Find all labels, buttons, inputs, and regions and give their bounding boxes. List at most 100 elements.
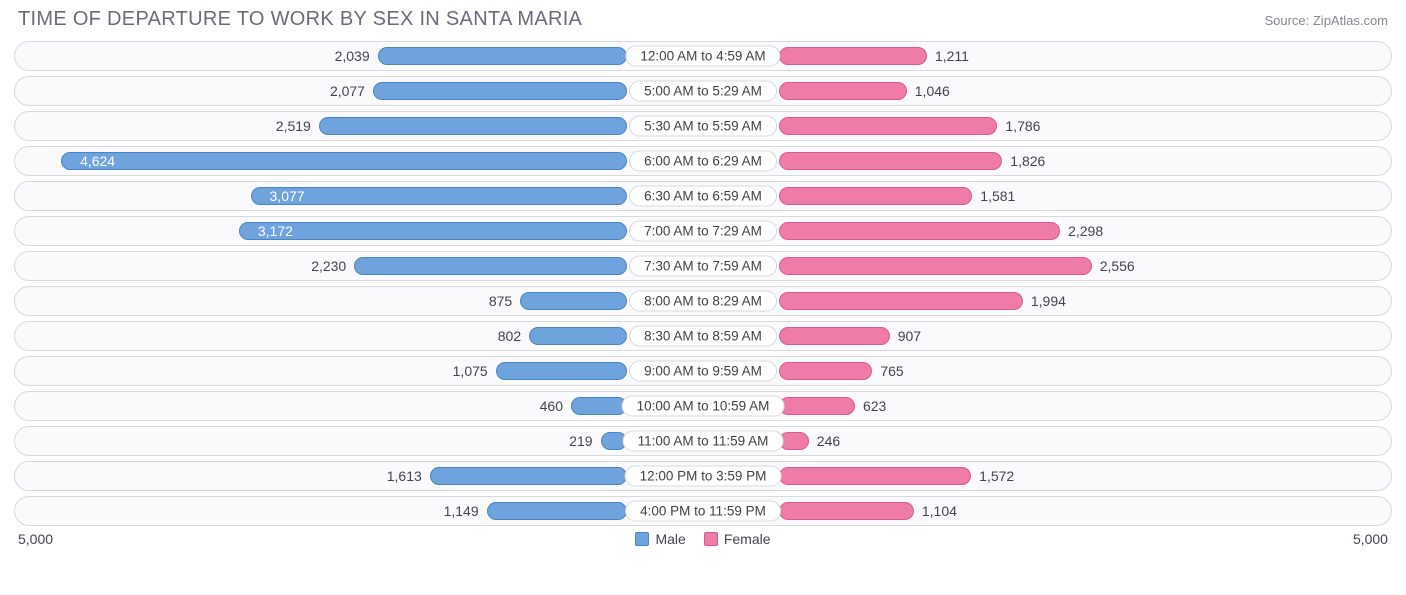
axis-row: 5,000 Male Female 5,000 [14, 531, 1392, 547]
chart-row: 1,149 1,104 4:00 PM to 11:59 PM [14, 496, 1392, 526]
male-bar [430, 467, 628, 485]
row-right: 1,786 [703, 112, 1391, 140]
row-category-label: 5:00 AM to 5:29 AM [629, 81, 777, 102]
male-bar: 3,077 [251, 187, 628, 205]
row-right: 2,298 [703, 217, 1391, 245]
axis-right-label: 5,000 [1353, 531, 1388, 547]
male-bar [571, 397, 627, 415]
chart-title: TIME OF DEPARTURE TO WORK BY SEX IN SANT… [18, 8, 582, 31]
female-bar [779, 187, 973, 205]
male-value-label: 4,624 [72, 153, 123, 169]
row-category-label: 8:30 AM to 8:59 AM [629, 326, 777, 347]
row-left: 460 [15, 392, 703, 420]
male-bar [529, 327, 627, 345]
female-bar [779, 47, 927, 65]
female-bar [779, 467, 972, 485]
chart-row: 1,075 765 9:00 AM to 9:59 AM [14, 356, 1392, 386]
male-value-label: 2,519 [268, 118, 319, 134]
row-right: 623 [703, 392, 1391, 420]
female-bar [779, 292, 1023, 310]
male-value-label: 3,077 [262, 188, 313, 204]
male-swatch-icon [635, 532, 649, 546]
chart-area: 2,0391,21112:00 AM to 4:59 AM2,0771,0465… [14, 41, 1392, 526]
row-right: 1,104 [703, 497, 1391, 525]
chart-source: Source: ZipAtlas.com [1264, 13, 1388, 28]
female-value-label: 907 [890, 328, 929, 344]
row-left: 3,077 [15, 182, 703, 210]
male-value-label: 875 [481, 293, 520, 309]
male-value-label: 219 [561, 433, 600, 449]
chart-row: 4,624 1,826 6:00 AM to 6:29 AM [14, 146, 1392, 176]
female-value-label: 1,104 [914, 503, 965, 519]
row-right: 1,826 [703, 147, 1391, 175]
row-left: 875 [15, 287, 703, 315]
female-bar [779, 82, 907, 100]
chart-row: 219 246 11:00 AM to 11:59 AM [14, 426, 1392, 456]
male-bar [378, 47, 628, 65]
row-category-label: 6:30 AM to 6:59 AM [629, 186, 777, 207]
male-bar [373, 82, 627, 100]
female-bar [779, 502, 914, 520]
row-left: 2,077 [15, 77, 703, 105]
row-left: 2,519 [15, 112, 703, 140]
male-value-label: 1,075 [445, 363, 496, 379]
row-category-label: 10:00 AM to 10:59 AM [622, 396, 785, 417]
legend-item-male: Male [635, 531, 685, 547]
female-value-label: 1,826 [1002, 153, 1053, 169]
female-value-label: 2,556 [1092, 258, 1143, 274]
chart-row: 2,0391,21112:00 AM to 4:59 AM [14, 41, 1392, 71]
female-swatch-icon [704, 532, 718, 546]
row-left: 1,613 [15, 462, 703, 490]
row-right: 1,211 [703, 42, 1391, 70]
row-left: 2,230 [15, 252, 703, 280]
row-right: 765 [703, 357, 1391, 385]
male-bar [319, 117, 627, 135]
row-right: 1,046 [703, 77, 1391, 105]
row-right: 1,581 [703, 182, 1391, 210]
male-value-label: 3,172 [250, 223, 301, 239]
female-value-label: 1,572 [971, 468, 1022, 484]
female-bar [779, 327, 890, 345]
female-bar [779, 222, 1060, 240]
chart-row: 1,613 1,572 12:00 PM to 3:59 PM [14, 461, 1392, 491]
row-category-label: 12:00 PM to 3:59 PM [625, 466, 782, 487]
female-value-label: 765 [872, 363, 911, 379]
row-category-label: 6:00 AM to 6:29 AM [629, 151, 777, 172]
male-bar [354, 257, 627, 275]
row-left: 2,039 [15, 42, 703, 70]
chart-header: TIME OF DEPARTURE TO WORK BY SEX IN SANT… [14, 8, 1392, 31]
male-value-label: 1,149 [436, 503, 487, 519]
female-bar [779, 362, 873, 380]
row-left: 802 [15, 322, 703, 350]
row-left: 1,075 [15, 357, 703, 385]
female-value-label: 2,298 [1060, 223, 1111, 239]
legend-female-label: Female [724, 531, 771, 547]
male-value-label: 2,077 [322, 83, 373, 99]
male-value-label: 460 [532, 398, 571, 414]
row-right: 246 [703, 427, 1391, 455]
row-right: 907 [703, 322, 1391, 350]
chart-row: 802 907 8:30 AM to 8:59 AM [14, 321, 1392, 351]
male-value-label: 2,230 [303, 258, 354, 274]
row-category-label: 7:00 AM to 7:29 AM [629, 221, 777, 242]
male-bar: 3,172 [239, 222, 627, 240]
row-category-label: 9:00 AM to 9:59 AM [629, 361, 777, 382]
row-category-label: 7:30 AM to 7:59 AM [629, 256, 777, 277]
female-value-label: 246 [809, 433, 848, 449]
male-value-label: 802 [490, 328, 529, 344]
chart-row: 3,172 2,298 7:00 AM to 7:29 AM [14, 216, 1392, 246]
chart-row: 2,230 2,556 7:30 AM to 7:59 AM [14, 251, 1392, 281]
chart-row: 3,077 1,5816:30 AM to 6:59 AM [14, 181, 1392, 211]
legend: Male Female [635, 531, 770, 547]
chart-row: 8751,9948:00 AM to 8:29 AM [14, 286, 1392, 316]
female-bar [779, 397, 855, 415]
row-category-label: 5:30 AM to 5:59 AM [629, 116, 777, 137]
male-bar [496, 362, 628, 380]
row-left: 3,172 [15, 217, 703, 245]
male-value-label: 1,613 [379, 468, 430, 484]
row-category-label: 4:00 PM to 11:59 PM [625, 501, 781, 522]
row-category-label: 11:00 AM to 11:59 AM [623, 431, 784, 452]
legend-male-label: Male [655, 531, 685, 547]
row-left: 4,624 [15, 147, 703, 175]
row-right: 2,556 [703, 252, 1391, 280]
